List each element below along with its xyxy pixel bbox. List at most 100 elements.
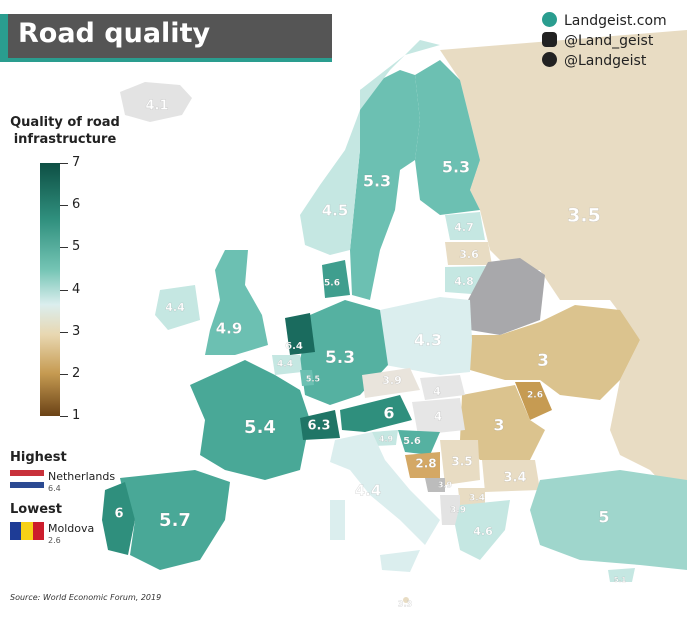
region-label-belgium: 4.4 [277,360,293,370]
region-label-netherlands: 6.4 [285,341,303,352]
region-estonia [445,212,485,240]
legend-tick-mark [60,373,68,375]
highest-country: Netherlands [48,470,116,483]
legend-tick-mark [60,331,68,333]
region-bulgaria [482,460,540,492]
region-label-portugal: 6 [114,507,123,522]
region-label-serbia: 3.5 [451,455,472,469]
lowest-country: Moldova [48,522,95,535]
netherlands-flag-icon [10,470,44,488]
region-hungary [412,398,465,435]
source-note: Source: World Economic Forum, 2019 [10,593,162,602]
region-label-norway: 4.5 [322,202,349,220]
region-label-luxembourg: 5.5 [306,375,321,384]
brand-site-text: Landgeist.com [564,13,667,29]
brand-twitter[interactable]: @Landgeist [542,52,646,69]
region-label-albania: 3.9 [450,506,466,516]
twitter-icon [542,52,557,67]
region-italy [330,432,440,545]
region-label-hungary: 4 [434,410,442,424]
region-label-slovakia: 4 [433,385,441,398]
legend-title-line1: Quality of road [10,115,120,130]
brand-instagram-text: @Land_geist [564,33,654,49]
region-norway [300,40,440,255]
region-cyprus [608,568,635,582]
region-denmark [322,260,350,298]
region-north-macedonia [458,488,485,505]
region-label-iceland: 4.1 [145,99,168,114]
legend-tick-mark [60,416,68,417]
region-slovenia [372,430,398,446]
region-label-italy: 4.4 [355,482,382,500]
region-label-moldova: 2.6 [527,391,543,401]
region-label-united-kingdom: 4.9 [216,320,243,338]
legend-title-line2: infrastructure [13,132,117,147]
region-belgium [272,355,302,375]
region-france [190,360,310,480]
region-ukraine [470,305,640,400]
region-label-lithuania: 4.8 [454,275,474,288]
region-label-ukraine: 3 [537,351,549,371]
legend-tick-mark [60,205,68,207]
globe-icon [542,12,557,27]
region-finland [415,60,480,215]
region-croatia [398,430,440,455]
legend-tick-label: 2 [72,365,81,381]
instagram-icon [542,32,557,47]
region-czechia [362,368,420,398]
region-latvia [445,242,492,265]
region-label-austria: 6 [383,404,394,423]
lowest-heading: Lowest [10,502,62,517]
region-sweden [350,70,420,300]
region-label-poland: 4.3 [414,331,442,350]
region-netherlands [285,313,315,355]
legend-tick-label: 3 [72,323,81,339]
brand-site[interactable]: Landgeist.com [542,12,667,29]
region-poland [380,297,472,375]
page-title: Road quality [18,18,211,49]
region-label-estonia: 4.7 [454,221,474,234]
brand-twitter-text: @Landgeist [564,53,647,69]
legend-title: Quality of road infrastructure [10,114,120,148]
region-label-finland: 5.3 [442,158,470,177]
legend-tick-label: 5 [72,239,81,255]
region-albania [440,495,460,525]
region-bosnia [405,452,440,478]
region-label-ireland: 4.4 [165,301,185,314]
region-label-czechia: 3.9 [382,374,402,387]
color-scale-bar [40,163,60,416]
region-label-greece: 4.6 [473,525,493,538]
brand-instagram[interactable]: @Land_geist [542,32,653,49]
lowest-value: 2.6 [48,536,61,545]
legend-tick-mark [60,289,68,291]
region-label-spain: 5.7 [159,510,191,531]
region-belarus [468,258,545,335]
highest-heading: Highest [10,450,67,465]
region-label-russia: 3.5 [567,205,601,227]
region-malta [403,597,409,603]
region-switzerland [300,410,340,440]
region-italy-islands [330,500,420,572]
region-greece [455,500,510,560]
region-label-france: 5.4 [244,417,276,438]
moldova-flag-icon [10,522,44,540]
region-united-kingdom [205,250,268,355]
region-label-denmark: 5.6 [324,279,340,289]
legend-tick-label: 1 [72,408,81,423]
region-spain [120,470,230,570]
region-label-sweden: 5.3 [363,172,391,191]
region-luxembourg [300,370,314,386]
title-bar: Road quality [0,14,332,62]
region-label-romania: 3 [493,416,504,435]
region-iceland [120,82,192,122]
legend-tick-label: 7 [72,155,81,170]
region-label-germany: 5.3 [325,348,355,368]
legend-tick-mark [60,163,68,164]
region-label-malta: 3.3 [398,600,412,609]
region-label-bulgaria: 3.4 [503,471,526,486]
region-label-north-macedonia: 3.4 [469,494,485,504]
region-montenegro [425,478,445,492]
region-turkey [530,470,687,570]
region-label-switzerland: 6.3 [307,419,330,434]
